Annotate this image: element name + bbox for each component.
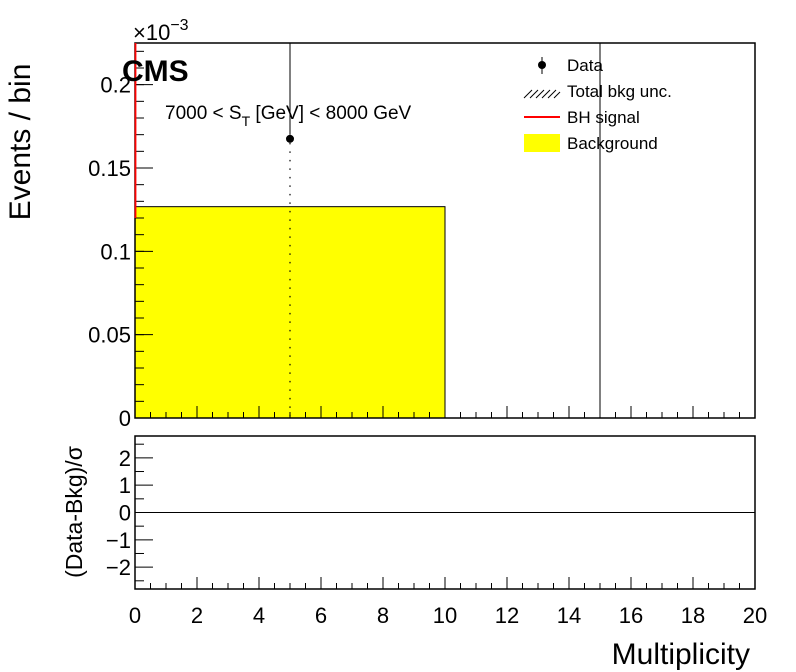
legend-data-marker [538,61,546,69]
cms-label: CMS [122,55,189,88]
ratio-frame [134,435,756,590]
legend-label-bh-signal: BH signal [567,108,640,127]
main-y-tick-label: 0.2 [100,73,131,98]
background-bar [134,206,446,419]
x-axis-label: Multiplicity [612,638,750,671]
st-range-annotation: 7000 < ST [GeV] < 8000 GeV [165,103,412,129]
ratio-y-tick-label: 0 [119,501,131,526]
data-points [286,43,601,418]
legend-hatch-swatch [523,89,561,99]
ratio-y-axis-label: (Data-Bkg)/σ [61,446,87,578]
exponent-power: −3 [170,17,188,34]
main-frame [134,42,756,419]
legend-label-data: Data [567,56,603,75]
ratio-y-tick-label: 1 [119,473,131,498]
ratio-y-tick-label: −2 [106,555,131,580]
ratio-y-tick-label: 2 [119,446,131,471]
legend-entry-background: Background [524,134,658,153]
data-point [286,134,294,143]
exponent-base: ×10 [133,20,170,45]
x-tick-label: 4 [253,603,265,628]
y-exponent-label: ×10−3 [133,17,189,45]
main-y-ticks: 0 0.05 0.1 0.15 0.2 [88,50,153,431]
x-tick-label: 12 [495,603,519,628]
main-panel: 0 0.05 0.1 0.15 0.2 CMS 7000 < ST [GeV] < 80… [4,17,756,431]
legend-label-background: Background [567,134,658,153]
legend-entry-bh-signal: BH signal [524,108,640,127]
main-y-tick-label: 0 [119,406,131,431]
x-tick-label: 16 [619,603,643,628]
y-axis-label: Events / bin [4,64,37,221]
x-tick-label: 10 [433,603,457,628]
x-tick-label: 8 [377,603,389,628]
legend-background-swatch [524,134,560,152]
main-y-tick-label: 0.1 [100,239,131,264]
ratio-x-ticks: 0 2 4 6 8 10 12 14 16 18 20 [129,577,767,628]
legend: Data Total bkg unc. BH signal Ba [523,56,672,153]
annotation-suffix: [GeV] < 8000 GeV [250,103,411,124]
x-tick-label: 18 [681,603,705,628]
legend-label-total-bkg-unc: Total bkg unc. [567,82,672,101]
background-bars [134,206,446,419]
annotation-prefix: 7000 < S [165,103,242,124]
legend-entry-total-bkg-unc: Total bkg unc. [523,82,672,101]
x-tick-label: 14 [557,603,581,628]
x-tick-label: 0 [129,603,141,628]
x-tick-label: 2 [191,603,203,628]
x-tick-label: 20 [743,603,767,628]
legend-entry-data: Data [538,56,603,75]
main-y-tick-label: 0.05 [88,323,131,348]
ratio-y-tick-label: −1 [106,528,131,553]
main-y-tick-label: 0.15 [88,156,131,181]
ratio-y-ticks: −2−10 12 [106,443,153,582]
x-tick-label: 6 [315,603,327,628]
annotation-subscript: T [242,113,251,129]
